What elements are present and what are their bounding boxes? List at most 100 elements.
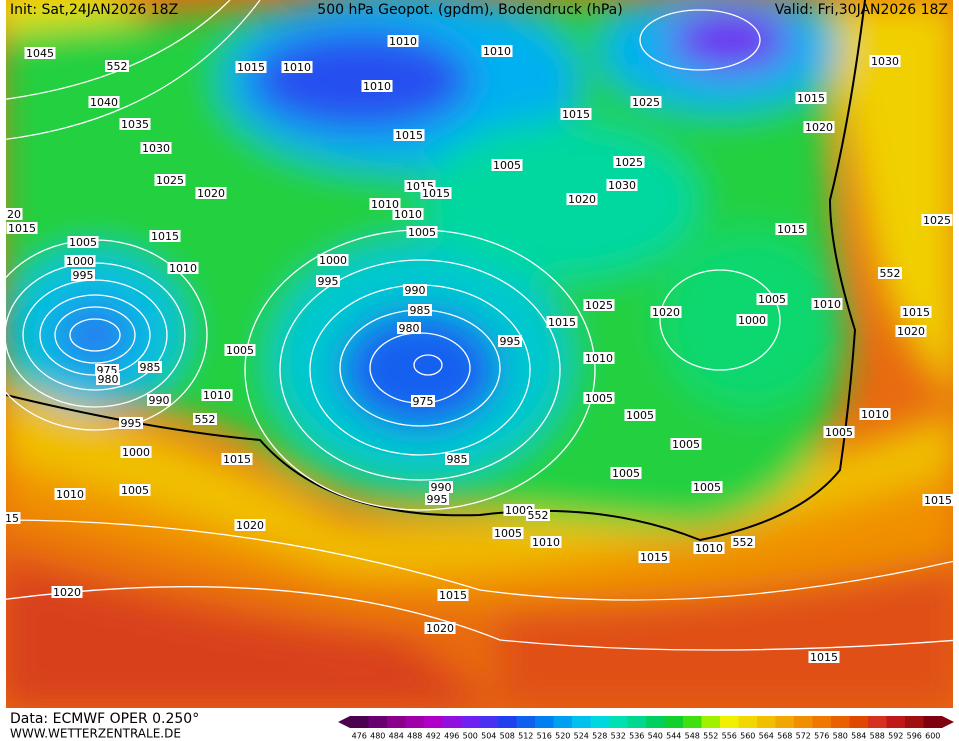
isobar-label: 1030	[142, 142, 170, 155]
isobar-label: 1015	[8, 222, 36, 235]
scale-label: 548	[685, 732, 700, 741]
data-source: Data: ECMWF OPER 0.250°	[10, 711, 199, 727]
isobar-label: 980	[399, 322, 420, 335]
isobar-label-box	[895, 325, 927, 337]
scale-label: 508	[500, 732, 515, 741]
isobar-label: 990	[149, 394, 170, 407]
scale-box	[868, 716, 887, 728]
scale-label: 520	[555, 732, 570, 741]
map-field	[6, 0, 953, 708]
isobar-label-box	[613, 156, 645, 168]
isobar-label: 1010	[861, 408, 889, 421]
isobar-label-box	[823, 426, 855, 438]
isobar-label-box	[88, 96, 120, 108]
scale-box	[387, 716, 406, 728]
isobar-label-box	[606, 179, 638, 191]
isobar-label-box	[526, 509, 550, 521]
scale-box	[720, 716, 739, 728]
isobar-label-box	[119, 484, 151, 496]
scale-label: 492	[426, 732, 441, 741]
scale-box	[701, 716, 721, 728]
isobar-label: 995	[121, 417, 142, 430]
isobar-label: 1025	[632, 96, 660, 109]
isobar-label: 552	[733, 536, 754, 549]
isobar-label-box	[3, 512, 21, 524]
isobar-label: 1010	[363, 80, 391, 93]
isobar-label: 1010	[394, 208, 422, 221]
isobar-label: 995	[318, 275, 339, 288]
scale-box	[553, 716, 573, 728]
scale-label: 484	[389, 732, 404, 741]
isobar-label: 20	[7, 208, 21, 221]
isobar-label: 1000	[66, 255, 94, 268]
isobar-label: 1020	[53, 586, 81, 599]
init-time: Init: Sat,24JAN2026 18Z	[10, 2, 178, 18]
scale-label: 568	[777, 732, 792, 741]
isobar-label-box	[195, 187, 227, 199]
isobar-label: 1005	[69, 236, 97, 249]
isobar-label: 1025	[923, 214, 951, 227]
isobar-label: 552	[528, 509, 549, 522]
isobar-label: 1005	[226, 344, 254, 357]
isobar-label: 990	[431, 481, 452, 494]
isobar-label-box	[403, 284, 427, 296]
isobar-label: 1005	[121, 484, 149, 497]
isobar-label-box	[869, 55, 901, 67]
isobar-label: 995	[427, 493, 448, 506]
isobar-label: 1010	[813, 298, 841, 311]
scale-box	[627, 716, 647, 728]
isobar-label-box	[6, 222, 38, 234]
scale-box	[812, 716, 832, 728]
scale-label: 512	[518, 732, 533, 741]
isobar-label-box	[878, 267, 902, 279]
scale-label: 580	[833, 732, 848, 741]
isobar-label-box	[147, 394, 171, 406]
isobar-label-box	[54, 488, 86, 500]
scale-box	[535, 716, 554, 728]
isobar-label: 975	[413, 395, 434, 408]
isobar-label-box	[96, 373, 120, 385]
isobar-label: 995	[500, 335, 521, 348]
isobar-label-box	[167, 262, 199, 274]
isobar-label: 552	[880, 267, 901, 280]
isobar-label-box	[498, 335, 522, 347]
isobar-label: 1010	[371, 198, 399, 211]
isobar-label: 1015	[640, 551, 668, 564]
scale-label: 596	[907, 732, 922, 741]
isobar-label-box	[583, 392, 615, 404]
scale-label: 556	[722, 732, 737, 741]
isobar-label: 1005	[672, 438, 700, 451]
scale-label: 588	[870, 732, 885, 741]
isobar-label: 1015	[810, 651, 838, 664]
isobar-label-box	[154, 174, 186, 186]
isobar-label-box	[803, 121, 835, 133]
isobar-label: 1000	[319, 254, 347, 267]
isobar-label-box	[138, 361, 162, 373]
isobar-label: 1015	[902, 306, 930, 319]
isobar-label: 1015	[777, 223, 805, 236]
scale-box	[479, 716, 499, 728]
isobar-label-box	[670, 438, 702, 450]
isobar-label-box	[775, 223, 807, 235]
isobar-label: 1035	[121, 118, 149, 131]
isobar-label: 1010	[483, 45, 511, 58]
map-title: 500 hPa Geopot. (gpdm), Bodendruck (hPa)	[317, 2, 622, 18]
scale-box	[831, 716, 850, 728]
scale-box	[683, 716, 702, 728]
isobar-label: 1040	[90, 96, 118, 109]
valid-time: Valid: Fri,30JAN2026 18Z	[775, 2, 948, 18]
scale-box	[498, 716, 517, 728]
isobar-label: 1005	[626, 409, 654, 422]
scale-box	[424, 716, 443, 728]
isobar-label: 1015	[395, 129, 423, 142]
isobar-label-box	[392, 208, 424, 220]
isobar-label-box	[560, 108, 592, 120]
scale-label: 516	[537, 732, 552, 741]
isobar-label: 1010	[283, 61, 311, 74]
isobar-label-box	[67, 236, 99, 248]
scale-label: 488	[407, 732, 422, 741]
isobar-label-box	[691, 481, 723, 493]
scale-box	[368, 716, 388, 728]
scale-arrow-left	[338, 716, 350, 728]
scale-box	[886, 716, 906, 728]
